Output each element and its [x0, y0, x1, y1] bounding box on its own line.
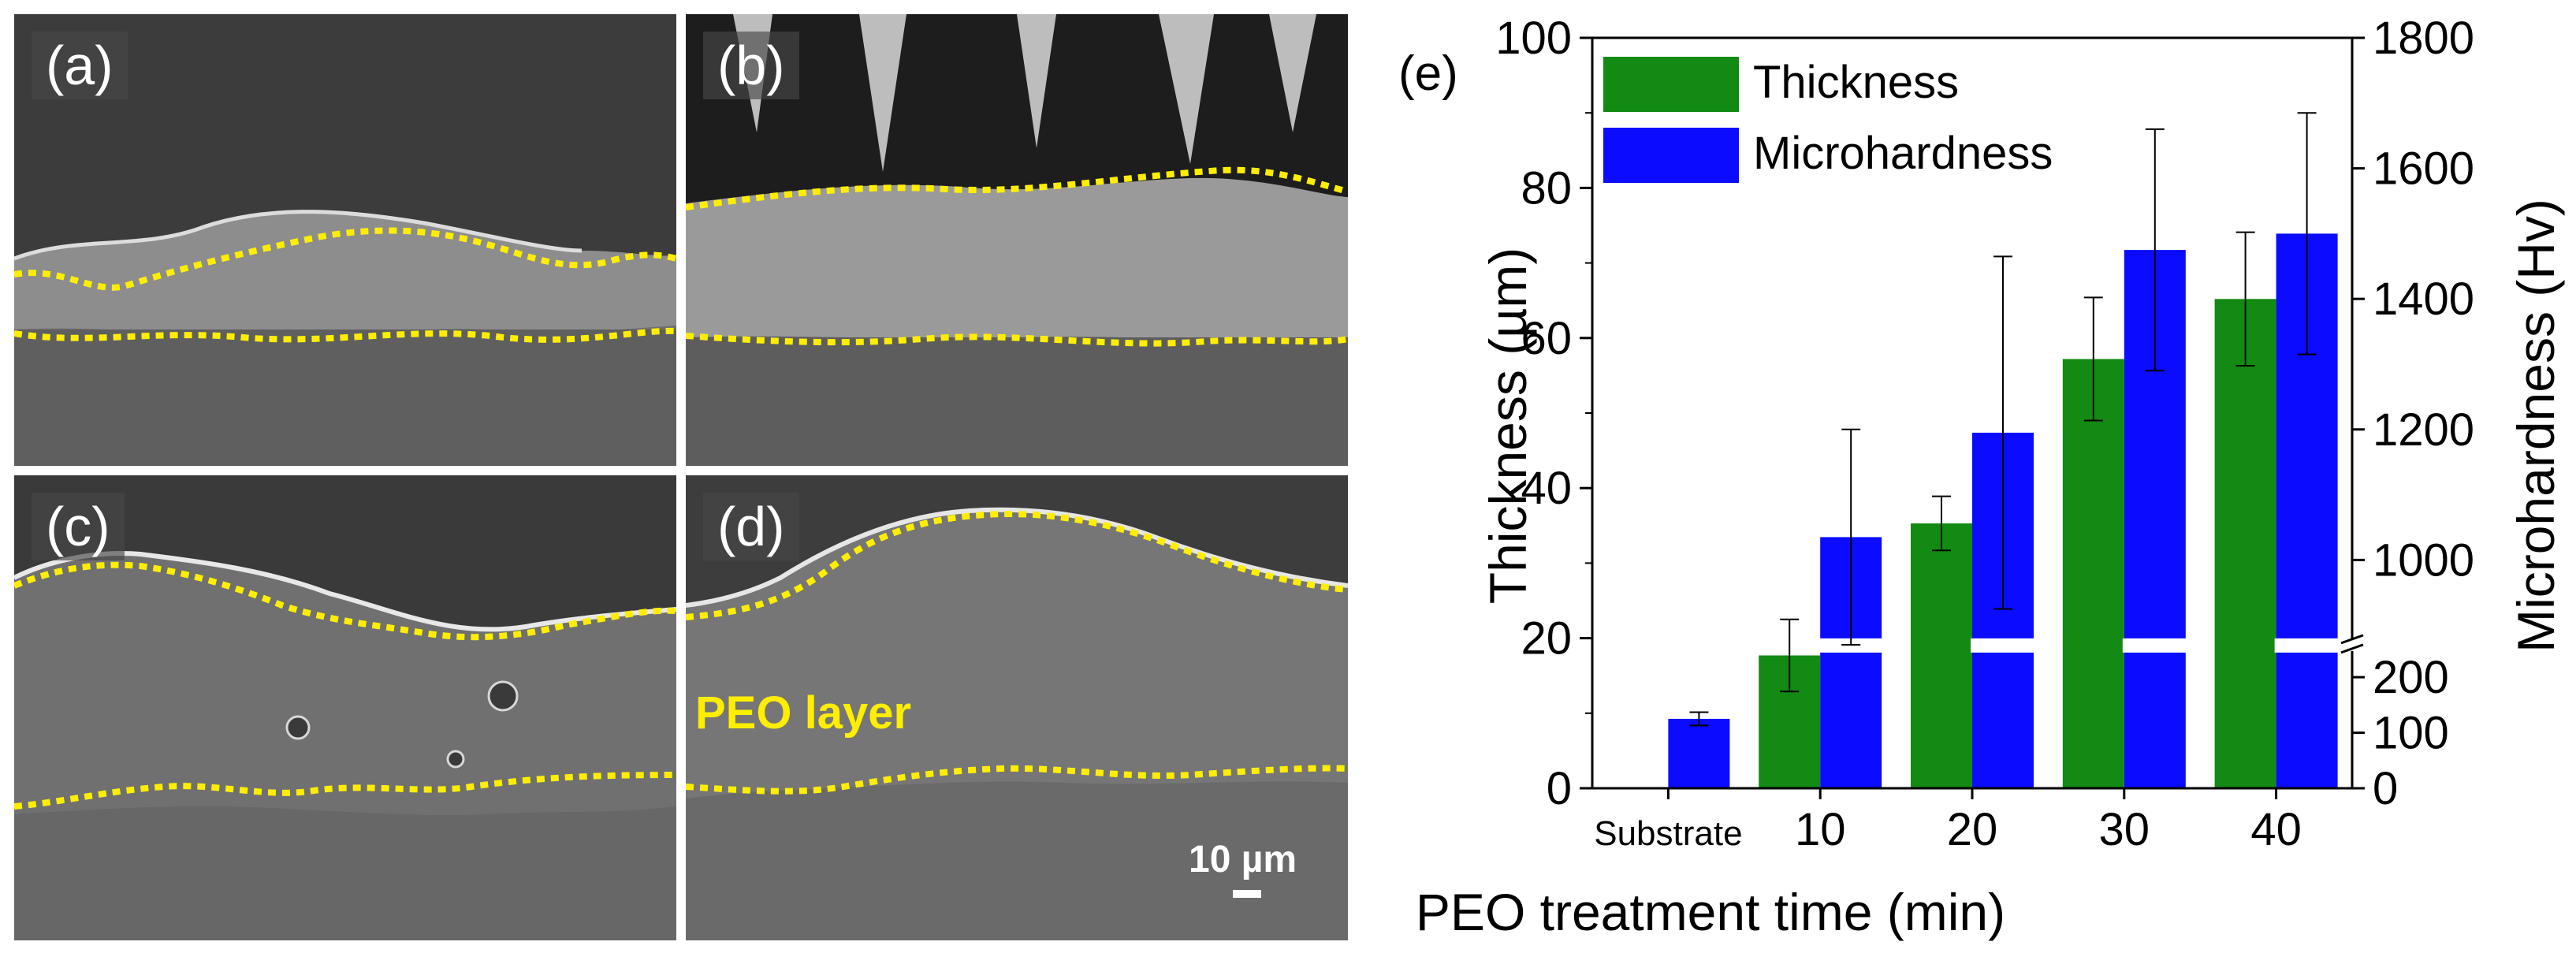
bar-thickness-4 — [2214, 299, 2276, 788]
axis-break-band-2 — [1971, 638, 2035, 653]
sem-panel-d: (d) PEO layer 10 µm — [686, 475, 1348, 940]
panel-label-d: (d) — [703, 493, 799, 560]
bar-microhardness-0 — [1668, 718, 1730, 788]
bar-chart-panel-e: (e) 0 20 40 60 80 100 0 100 200 1000 1200 1400 1600 1… — [1372, 0, 2576, 953]
bar-chart: (e) 020406080100010020010001200140016001… — [1398, 13, 2565, 941]
y2-tick-label-4: 1200 — [2373, 404, 2474, 456]
y2-tick-label-1: 100 — [2373, 708, 2449, 759]
x-tick-label-2: 20 — [1947, 804, 1998, 855]
legend-label-microhardness: Microhardness — [1753, 128, 2053, 179]
panel-label-a: (a) — [32, 32, 128, 99]
axis-break-band-3 — [2122, 638, 2187, 653]
axis-break-band-4 — [2274, 638, 2340, 653]
sem-image-d — [686, 475, 1348, 940]
y-tick-label-3: 60 — [1521, 313, 1572, 364]
x-tick-label-0: Substrate — [1594, 814, 1742, 853]
scale-bar — [1233, 890, 1261, 898]
chart-panel-label: (e) — [1398, 47, 1458, 101]
sem-panel-c: (c) — [14, 475, 676, 940]
x-tick-label-1: 10 — [1795, 804, 1846, 855]
y-tick-label-4: 80 — [1521, 162, 1572, 214]
y-tick-label-0: 0 — [1547, 763, 1572, 814]
sem-micrograph-grid: (a) (b) (c) — [14, 14, 1348, 940]
legend-swatch-microhardness — [1603, 128, 1739, 183]
peo-layer-annotation: PEO layer — [695, 687, 912, 739]
y2-tick-label-0: 0 — [2373, 763, 2398, 814]
sem-panel-a: (a) — [14, 14, 676, 466]
y2-tick-label-2: 200 — [2373, 652, 2449, 703]
y2-axis-break-mark-lower — [2340, 643, 2364, 654]
legend-swatch-thickness — [1603, 57, 1739, 112]
y2-tick-label-5: 1400 — [2373, 274, 2474, 325]
x-axis-title: PEO treatment time (min) — [1416, 883, 2005, 941]
y2-axis-title: Microhardness (Hv) — [2507, 199, 2565, 653]
y-axis-title: Thickness (µm) — [1479, 248, 1537, 604]
y2-axis-break-mark-upper — [2340, 634, 2364, 645]
panel-label-b: (b) — [703, 32, 799, 99]
sem-panel-b: (b) — [686, 14, 1348, 466]
y2-tick-label-7: 1800 — [2373, 13, 2474, 64]
panel-label-c: (c) — [32, 493, 125, 560]
y-tick-label-5: 100 — [1495, 13, 1572, 64]
sem-image-c — [14, 475, 676, 940]
x-tick-label-3: 30 — [2099, 804, 2150, 855]
y2-tick-label-6: 1600 — [2373, 143, 2474, 195]
x-tick-label-4: 40 — [2250, 804, 2302, 855]
bar-thickness-3 — [2062, 359, 2124, 788]
bar-thickness-2 — [1911, 523, 1972, 788]
legend-label-thickness: Thickness — [1753, 57, 1959, 108]
y-tick-label-2: 40 — [1521, 463, 1572, 514]
y-tick-label-1: 20 — [1521, 613, 1572, 664]
y2-tick-label-3: 1000 — [2373, 534, 2474, 586]
sem-image-a — [14, 14, 676, 466]
scale-bar-label: 10 µm — [1189, 839, 1297, 880]
